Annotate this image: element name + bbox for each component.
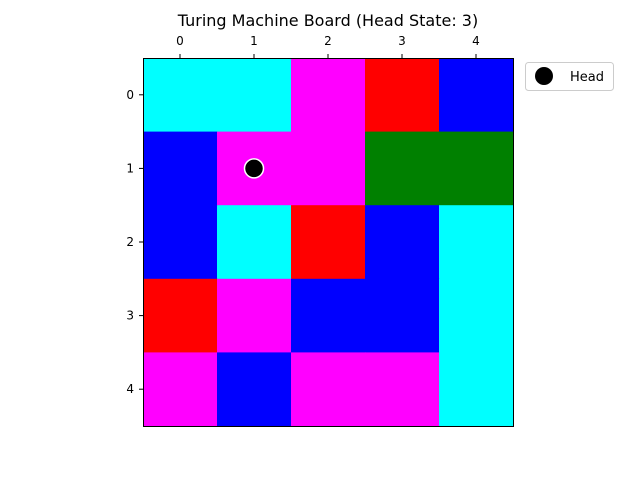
board-cell-r2-c0 (143, 205, 218, 280)
legend-head-marker (535, 67, 553, 85)
board-cells (143, 58, 514, 427)
x-tick-label-2: 2 (324, 34, 332, 48)
board-cell-r4-c4 (439, 352, 514, 427)
y-tick-label-2: 2 (126, 235, 134, 249)
board-cell-r1-c2 (291, 131, 366, 206)
board-cell-r3-c4 (439, 278, 514, 353)
board-cell-r4-c0 (143, 352, 218, 427)
x-tick-label-3: 3 (398, 34, 406, 48)
legend: Head (525, 62, 614, 91)
board-cell-r0-c3 (365, 58, 440, 133)
board-cell-r0-c2 (291, 58, 366, 133)
board-cell-r2-c2 (291, 205, 366, 280)
board-cell-r1-c4 (439, 131, 514, 206)
board-cell-r4-c3 (365, 352, 440, 427)
y-tick-label-4: 4 (126, 382, 134, 396)
board-cell-r4-c2 (291, 352, 366, 427)
board-cell-r3-c1 (217, 278, 292, 353)
board-cell-r4-c1 (217, 352, 292, 427)
head-layer (243, 158, 265, 179)
board-cell-r1-c3 (365, 131, 440, 206)
x-axis-ticks: 0 1 2 3 4 (176, 34, 480, 58)
board-cell-r0-c0 (143, 58, 218, 133)
board-cell-r2-c3 (365, 205, 440, 280)
y-tick-label-3: 3 (126, 309, 134, 323)
board-cell-r3-c0 (143, 278, 218, 353)
plot-frame (143, 58, 514, 427)
y-axis-ticks: 0 1 2 3 4 (126, 88, 143, 396)
board-cell-r1-c0 (143, 131, 218, 206)
chart-title: Turing Machine Board (Head State: 3) (177, 11, 478, 30)
board-cell-r0-c1 (217, 58, 292, 133)
y-tick-label-1: 1 (126, 161, 134, 175)
board-cell-r0-c4 (439, 58, 514, 133)
x-tick-label-1: 1 (250, 34, 258, 48)
board-cell-r3-c3 (365, 278, 440, 353)
x-tick-label-4: 4 (472, 34, 480, 48)
y-tick-label-0: 0 (126, 88, 134, 102)
board-cell-r3-c2 (291, 278, 366, 353)
x-tick-label-0: 0 (176, 34, 184, 48)
board-cell-r2-c1 (217, 205, 292, 280)
legend-head-label: Head (570, 70, 604, 85)
board-cell-r2-c4 (439, 205, 514, 280)
head-marker (243, 158, 265, 179)
